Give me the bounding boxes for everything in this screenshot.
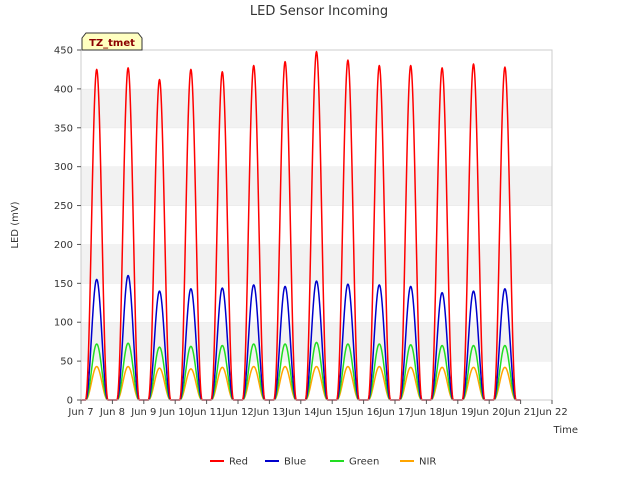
y-tick-label: 100 <box>54 318 73 329</box>
y-axis: 0 50 100 150 200 250 300 350 400 450 <box>54 46 81 407</box>
x-tick-label: Jun 13 <box>253 407 286 418</box>
x-tick-label: Jun 18 <box>410 407 443 418</box>
y-tick-label: 200 <box>54 240 73 251</box>
grid-band <box>81 88 552 128</box>
legend-label-blue: Blue <box>284 457 306 468</box>
badge-label: TZ_tmet <box>89 38 135 49</box>
legend: Red Blue Green NIR <box>210 457 436 468</box>
grid-band <box>81 127 552 167</box>
site-badge: TZ_tmet <box>81 32 143 51</box>
x-tick-label: Jun 9 <box>130 407 156 418</box>
y-axis-label: LED (mV) <box>10 201 21 248</box>
grid-band <box>81 205 552 245</box>
grid-band <box>81 166 552 206</box>
y-tick-label: 250 <box>54 201 73 212</box>
x-tick-label: Jun 12 <box>221 407 254 418</box>
x-axis: Jun 7 Jun 8 Jun 9 Jun 10 Jun 11 Jun 12 Jun 13 J… <box>67 400 568 418</box>
y-tick-label: 300 <box>54 162 73 173</box>
x-tick-label: Jun 16 <box>347 407 380 418</box>
y-tick-label: 450 <box>54 46 73 57</box>
grid-band <box>81 283 552 323</box>
legend-label-red: Red <box>229 457 248 468</box>
x-tick-label: Jun 15 <box>315 407 348 418</box>
chart-title: LED Sensor Incoming <box>250 4 388 19</box>
y-tick-label: 50 <box>60 357 73 368</box>
grid-band <box>81 244 552 284</box>
x-tick-label: Jun 19 <box>441 407 474 418</box>
y-tick-label: 350 <box>54 123 73 134</box>
x-tick-label: Jun 8 <box>99 407 125 418</box>
x-tick-label: Jun 21 <box>504 407 537 418</box>
plot-frame <box>80 49 553 401</box>
x-tick-label: Jun 20 <box>472 407 505 418</box>
x-axis-label: Time <box>553 425 578 436</box>
x-tick-label: Jun 14 <box>284 407 317 418</box>
x-tick-label: Jun 17 <box>378 407 411 418</box>
x-tick-label: Jun 7 <box>67 407 93 418</box>
legend-label-green: Green <box>349 457 379 468</box>
y-tick-label: 0 <box>67 396 73 407</box>
y-tick-label: 150 <box>54 279 73 290</box>
y-tick-label: 400 <box>54 84 73 95</box>
badge-box <box>81 32 143 51</box>
grid-band <box>81 50 552 89</box>
x-tick-label: Jun 10 <box>158 407 191 418</box>
x-tick-label: Jun 11 <box>190 407 223 418</box>
legend-label-nir: NIR <box>419 457 436 468</box>
grid-band <box>81 322 552 362</box>
x-tick-label: Jun 22 <box>535 407 568 418</box>
